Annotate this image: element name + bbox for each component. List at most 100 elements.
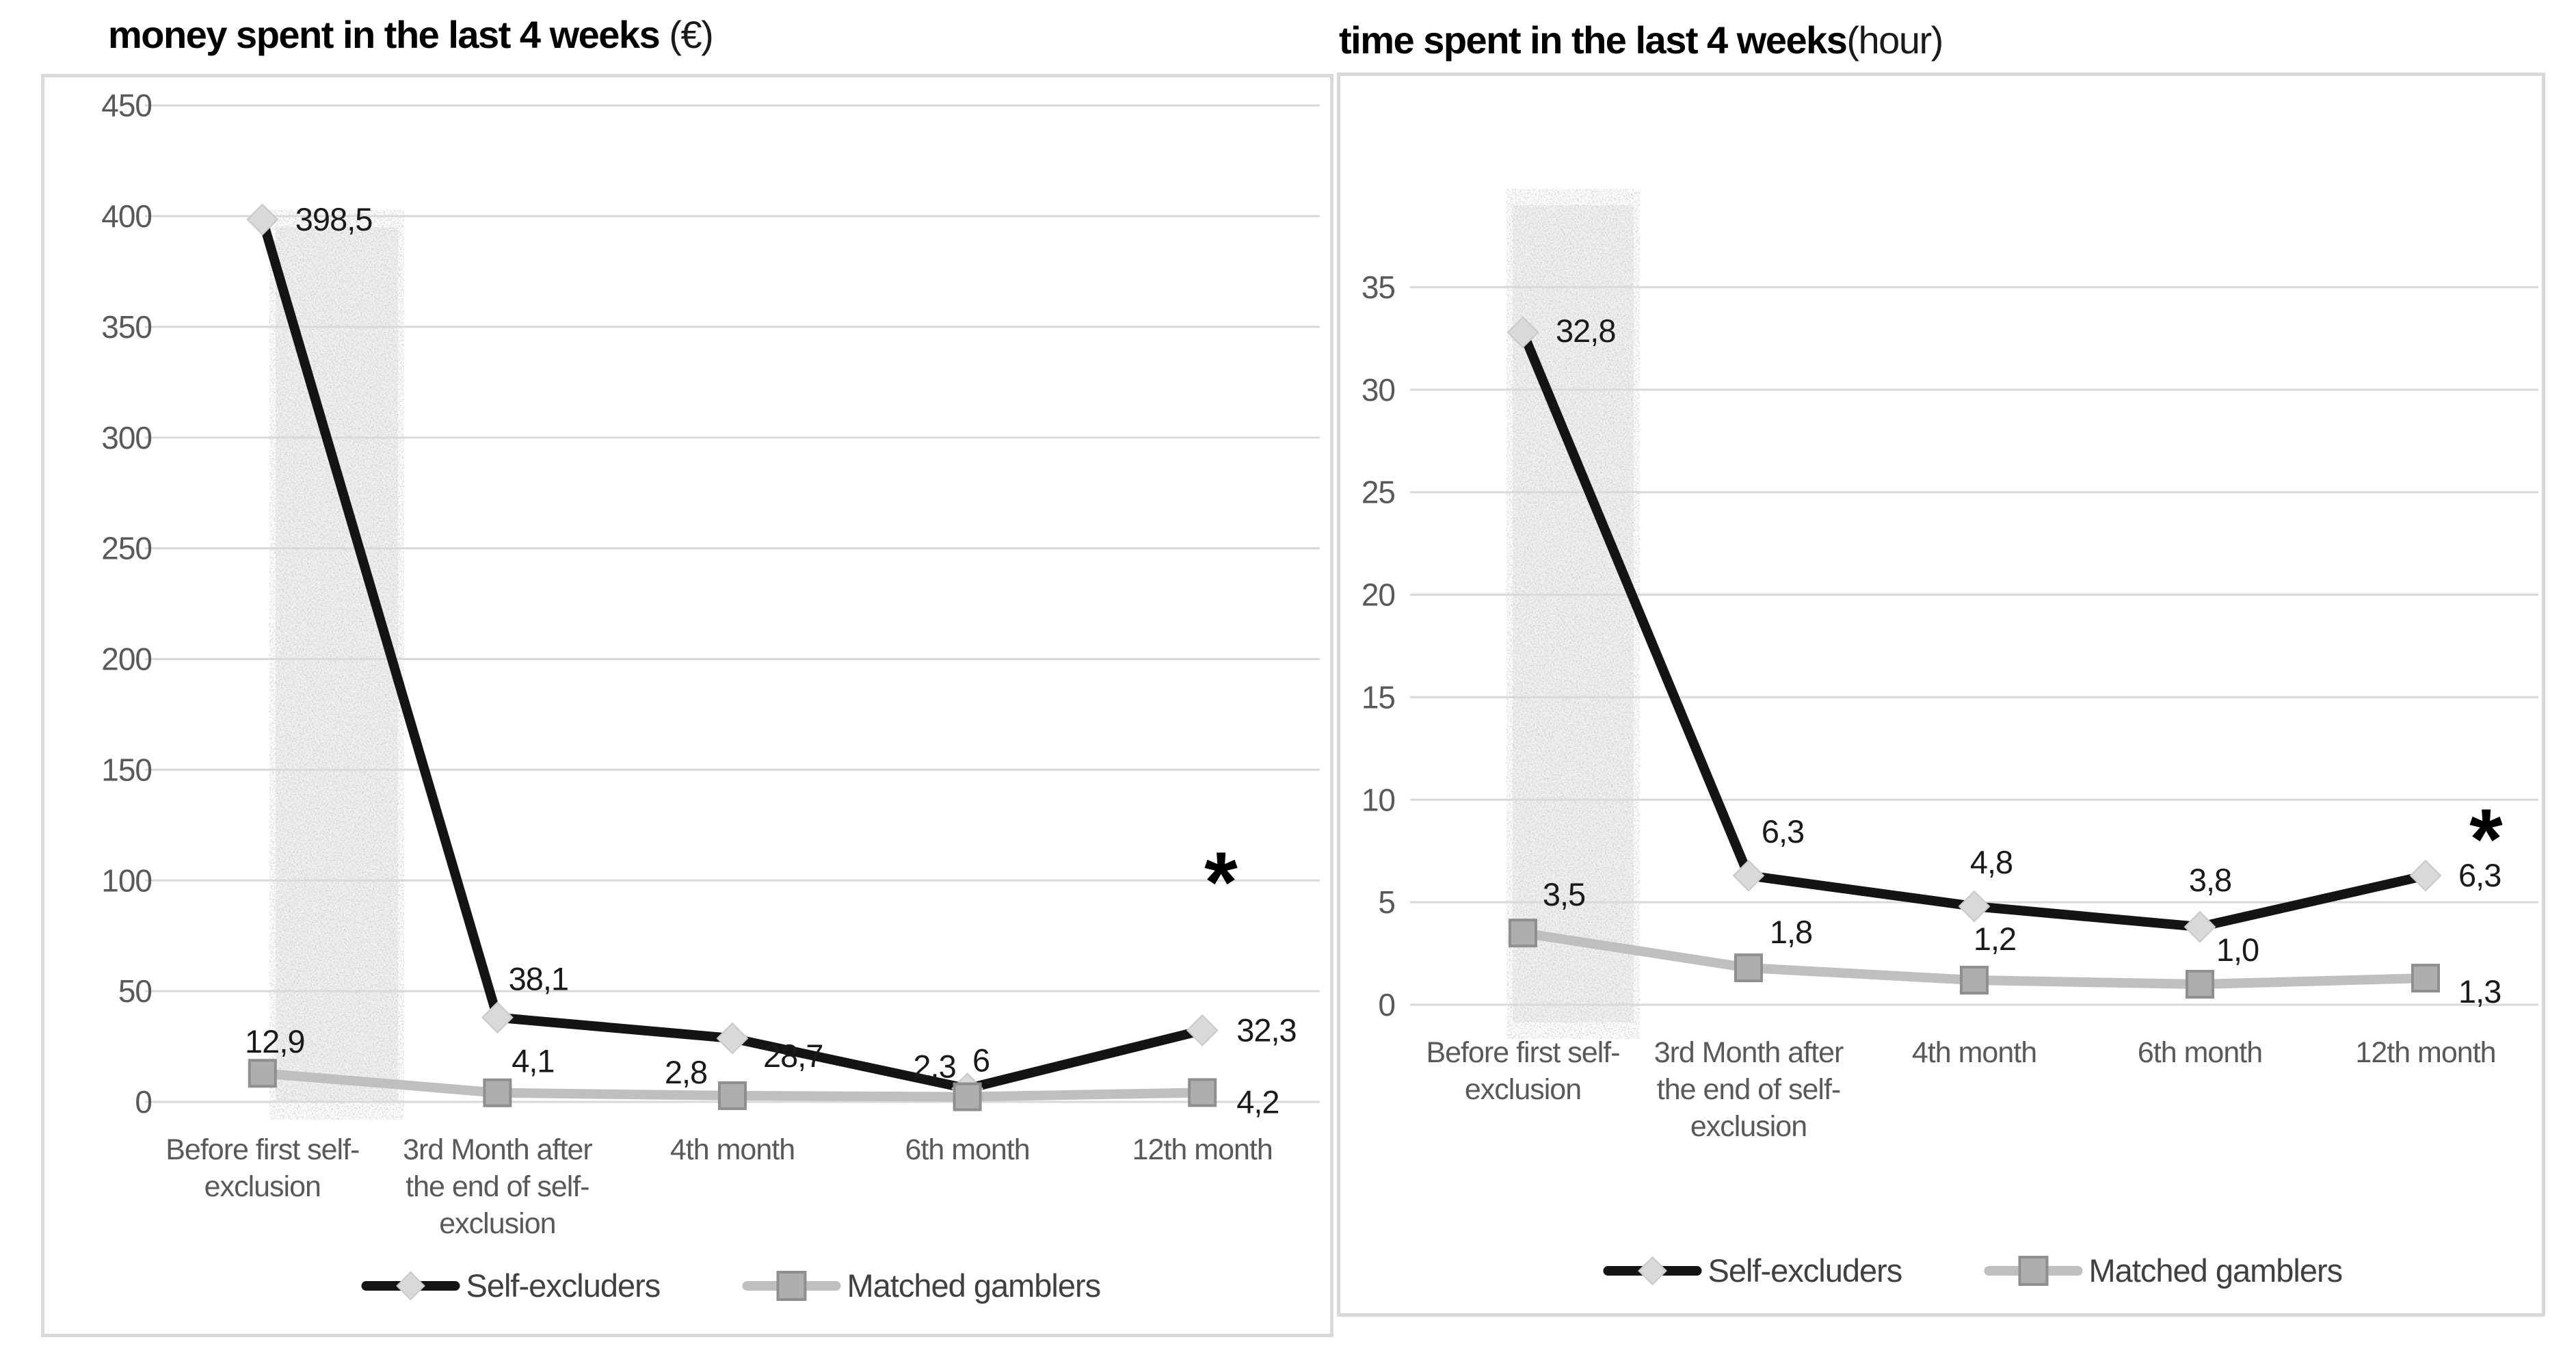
data-point-label: 1,0 (2216, 932, 2259, 968)
data-point-marker-square (483, 1078, 512, 1107)
data-point-label: 4,8 (1970, 844, 2013, 880)
y-axis-tick-label: 0 (1378, 987, 1395, 1023)
highlight-band-texture (276, 227, 398, 1103)
significance-asterisk: * (2469, 792, 2503, 887)
data-point-label: 32,8 (1556, 313, 1615, 349)
data-point-marker-square (953, 1082, 982, 1111)
y-axis-tick-label: 10 (1362, 782, 1395, 817)
legend-item-self-excluders: Self-excluders (1603, 1252, 1902, 1289)
x-axis-category-label: 6th month (2138, 1036, 2262, 1069)
x-axis-category-label: Before first self-exclusion (1426, 1036, 1619, 1106)
data-point-marker-square (1188, 1078, 1217, 1107)
right-chart-panel: 0 5 10 15 20 25 30 35 Before first self-exclusio… (1337, 73, 2545, 1317)
y-axis-tick-label: 450 (101, 88, 152, 123)
legend-diamond-icon (1638, 1256, 1667, 1286)
data-point-marker-diamond (1958, 890, 1991, 923)
data-point-label: 38,1 (509, 961, 568, 997)
x-axis-category-label: 12th month (2355, 1036, 2495, 1069)
significance-asterisk: * (1204, 835, 1238, 930)
y-axis-tick-label: 400 (101, 198, 152, 234)
x-axis-category-label: 12th month (1132, 1133, 1273, 1166)
left-chart-panel: 0 50 100 150 200 250 300 350 400 450 Before first … (41, 74, 1333, 1337)
series-line (1518, 327, 2430, 932)
right-chart-title: time spent in the last 4 weeks(hour) (1339, 18, 1943, 62)
y-axis-tick-label: 5 (1378, 884, 1395, 920)
left-chart-title: money spent in the last 4 weeks (€) (108, 12, 714, 57)
y-axis-tick-label: 25 (1362, 475, 1395, 510)
x-axis-category-label: 3rd Month after the end of self-exclusion (1654, 1036, 1844, 1143)
data-point-marker-diamond (716, 1022, 749, 1055)
data-point-label: 12,9 (245, 1023, 304, 1059)
y-axis-tick-label: 250 (101, 531, 152, 566)
chart-panel-border (41, 74, 1333, 1337)
series-matched-gamblers: 3,5 1,8 1,2 1,0 1,3 (1509, 876, 2501, 1010)
data-point-marker-square (2411, 964, 2440, 993)
data-point-label: 4,1 (512, 1043, 554, 1079)
legend-item-matched-gamblers: Matched gamblers (1984, 1252, 2343, 1289)
data-point-marker-square (1734, 953, 1763, 983)
legend-item-matched-gamblers: Matched gamblers (742, 1267, 1101, 1304)
x-axis-category-label: 6th month (905, 1133, 1029, 1166)
data-point-marker-square (1960, 966, 1989, 995)
data-point-marker-diamond (246, 203, 279, 236)
left-chart-title-main: money spent in the last 4 weeks (108, 13, 669, 56)
y-axis-tick-label: 350 (101, 309, 152, 345)
y-axis-tick-label: 35 (1362, 269, 1395, 305)
data-point-label: 3,8 (2189, 862, 2231, 898)
y-axis-tick-label: 20 (1362, 577, 1395, 613)
data-point-label: 6 (972, 1042, 990, 1079)
data-point-label: 2,8 (665, 1054, 707, 1090)
legend-label: Matched gamblers (2089, 1252, 2343, 1289)
data-point-marker-diamond (2409, 859, 2442, 892)
x-axis-category-label: Before first self-exclusion (165, 1133, 359, 1203)
data-point-marker-square (248, 1059, 277, 1088)
right-chart-title-main: time spent in the last 4 weeks (1339, 18, 1848, 62)
series-line (257, 214, 1208, 1094)
y-axis-tick-label: 30 (1362, 372, 1395, 408)
data-point-marker-square (1509, 919, 1537, 948)
y-axis-tick-label: 150 (101, 752, 152, 787)
x-axis-category-label: 3rd Month after the end of self-exclusion (403, 1133, 592, 1240)
legend-label: Matched gamblers (847, 1267, 1101, 1304)
highlight-band-texture (1513, 205, 1634, 1023)
legend-square-icon (2018, 1256, 2049, 1286)
x-axis-category-label: 4th month (1912, 1036, 2036, 1069)
data-point-label: 398,5 (295, 201, 373, 237)
x-axis-category-label: 4th month (670, 1133, 795, 1166)
series-matched-gamblers: 12,9 4,1 2,8 2,3 4,2 (245, 1023, 1279, 1120)
right-chart-svg: 0 5 10 15 20 25 30 35 Before first self-exclusio… (1337, 73, 2545, 1317)
data-point-marker-square (718, 1081, 747, 1110)
y-axis-tick-label: 0 (135, 1084, 152, 1120)
y-axis-tick-label: 15 (1362, 679, 1395, 715)
y-axis-tick-label: 200 (101, 642, 152, 677)
data-point-label: 2,3 (913, 1049, 955, 1085)
series-self-excluders: 32,8 6,3 4,8 3,8 6,3 (1506, 313, 2501, 943)
y-axis-tick-label: 300 (101, 420, 152, 456)
legend-label: Self-excluders (1708, 1252, 1902, 1289)
y-axis-tick-label: 100 (101, 862, 152, 898)
legend-label: Self-excluders (466, 1267, 661, 1304)
data-point-label: 1,2 (1974, 921, 2016, 957)
legend-square-icon (776, 1271, 807, 1301)
data-point-marker-square (2186, 970, 2214, 999)
left-chart-svg: 0 50 100 150 200 250 300 350 400 450 Before first … (41, 74, 1333, 1337)
data-point-label: 32,3 (1236, 1012, 1296, 1048)
data-point-marker-diamond (1732, 859, 1765, 892)
legend-diamond-icon (396, 1271, 425, 1301)
data-point-label: 1,3 (2458, 973, 2501, 1010)
data-point-label: 6,3 (1762, 813, 1804, 849)
chart-panel-border (1337, 73, 2545, 1317)
data-point-marker-diamond (1186, 1014, 1219, 1046)
data-point-label: 4,2 (1236, 1083, 1279, 1120)
right-chart-title-unit: (hour) (1846, 18, 1943, 62)
data-point-marker-diamond (2183, 910, 2216, 943)
data-point-label: 28,7 (763, 1038, 823, 1074)
data-point-label: 6,3 (2458, 857, 2501, 893)
data-point-marker-diamond (481, 1001, 514, 1034)
y-axis-tick-label: 50 (118, 973, 152, 1009)
series-self-excluders: 398,5 38,1 28,7 6 32,3 (246, 201, 1297, 1105)
data-point-label: 1,8 (1770, 914, 1812, 950)
legend-item-self-excluders: Self-excluders (361, 1267, 661, 1304)
data-point-marker-diamond (1506, 316, 1539, 349)
